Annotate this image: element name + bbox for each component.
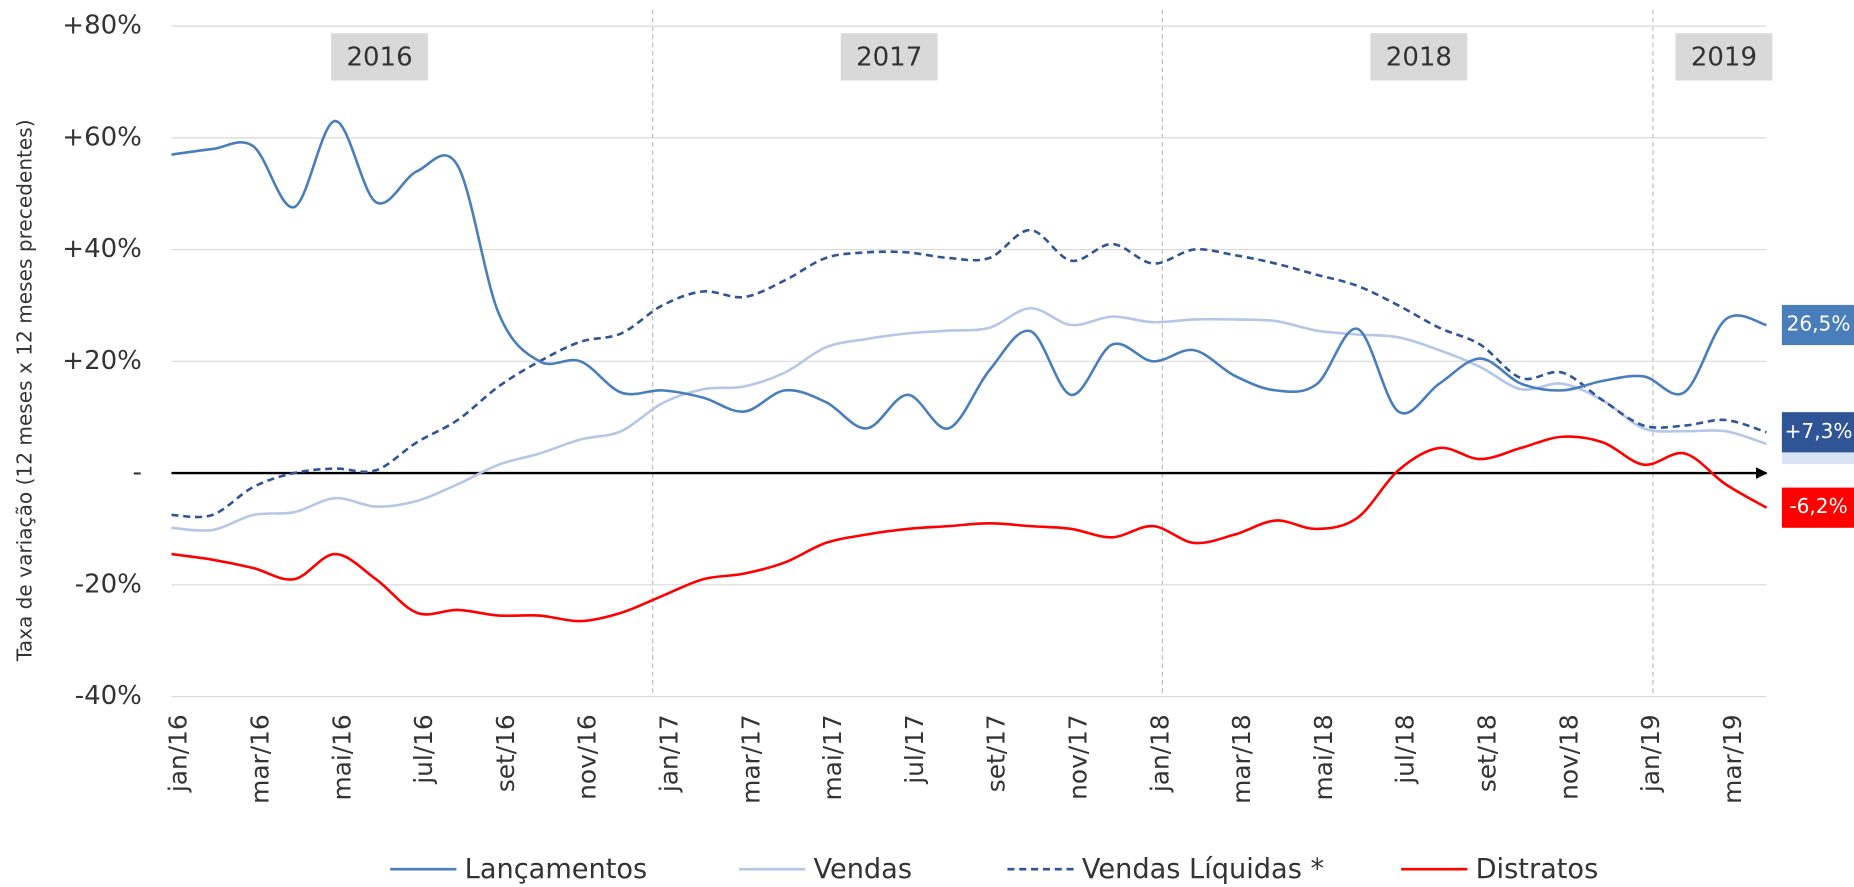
year-box: [1675, 33, 1773, 81]
end-label-box: [1781, 487, 1854, 528]
x-tick-label: nov/18: [1554, 714, 1583, 800]
y-tick-label: -20%: [75, 569, 142, 599]
x-tick-label: jul/16: [409, 714, 438, 785]
x-tick-label: nov/17: [1063, 714, 1092, 800]
x-tick-label: mai/16: [327, 714, 356, 800]
end-label: -6,2%: [1789, 494, 1847, 518]
legend-label: Vendas Líquidas *: [1082, 854, 1324, 885]
end-label-box: [1781, 304, 1854, 346]
x-tick-label: jul/18: [1391, 714, 1420, 785]
x-tick-label: mar/19: [1718, 714, 1747, 804]
y-tick-label: -40%: [75, 681, 142, 711]
end-label: +7,3%: [1785, 419, 1853, 443]
end-label: 26,5%: [1787, 312, 1851, 336]
x-tick-label: set/16: [491, 714, 520, 792]
year-label: 2016: [346, 43, 412, 73]
end-label-box: [1781, 412, 1854, 453]
y-tick-label: -: [132, 458, 141, 488]
series-line: [171, 228, 1767, 519]
y-axis-title: Taxa de variação (12 meses x 12 meses pr…: [13, 119, 37, 662]
x-tick-label: set/18: [1472, 714, 1501, 792]
y-tick-label: +80%: [62, 11, 142, 41]
x-tick-label: jul/17: [900, 714, 929, 785]
x-tick-label: mai/18: [1309, 714, 1338, 800]
year-label: 2018: [1386, 43, 1452, 73]
y-tick-label: +20%: [62, 346, 142, 376]
year-box: [1370, 33, 1468, 81]
legend-label: Lançamentos: [465, 854, 648, 885]
series-line: [171, 119, 1767, 430]
x-tick-label: jan/17: [655, 714, 684, 793]
year-box: [331, 33, 429, 81]
x-tick-label: nov/16: [573, 714, 602, 800]
x-tick-label: mar/17: [736, 714, 765, 804]
series-line: [171, 306, 1767, 532]
y-tick-label: +40%: [62, 234, 142, 264]
y-tick-label: +60%: [62, 122, 142, 152]
year-box: [840, 33, 938, 81]
series-line: [171, 435, 1768, 623]
x-tick-label: jan/16: [164, 714, 193, 793]
x-tick-label: mar/16: [246, 714, 275, 804]
x-tick-label: jan/19: [1636, 714, 1665, 793]
legend-label: Distratos: [1476, 854, 1599, 885]
x-tick-label: set/17: [982, 714, 1011, 792]
year-label: 2019: [1691, 43, 1757, 73]
year-label: 2017: [856, 43, 922, 73]
legend-label: Vendas: [813, 854, 912, 885]
x-tick-label: mai/17: [818, 714, 847, 800]
x-tick-label: jan/18: [1145, 714, 1174, 793]
x-tick-label: mar/18: [1227, 714, 1256, 804]
